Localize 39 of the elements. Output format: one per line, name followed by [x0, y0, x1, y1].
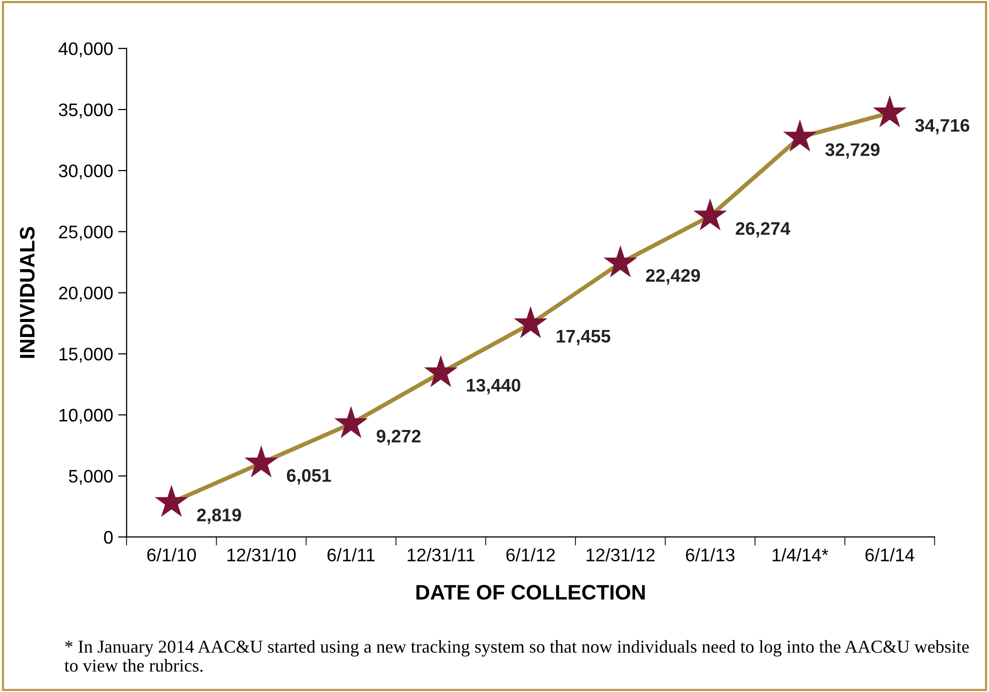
data-label: 32,729	[825, 143, 880, 159]
point	[424, 355, 458, 388]
data-label: 9,272	[376, 430, 420, 446]
point	[244, 445, 278, 478]
y-tick-label: 40,000	[58, 42, 113, 58]
x-axis-title: DATE OF COLLECTION	[416, 584, 645, 600]
y-tick-label: 25,000	[59, 226, 113, 240]
x-tick-label: 1/4/14*	[772, 548, 828, 562]
y-tick-label: 15,000	[60, 348, 113, 363]
y-tick-label: 0	[104, 530, 113, 544]
point	[604, 245, 638, 278]
x-tick-label: 6/1/12	[506, 548, 555, 562]
point	[693, 198, 727, 230]
data-label: 6,051	[286, 469, 331, 485]
text: * In January 2014 AAC&U started using a new tracking system so that now individuals need to log into the AAC&U website to view the rubrics.	[64, 640, 969, 672]
point	[514, 306, 548, 338]
x-tick-label: 12/31/11	[408, 548, 474, 562]
x-tick-label: 6/1/10	[147, 548, 196, 562]
y-tick-label: 10,000	[60, 408, 113, 424]
y-tick-label: 20,000	[59, 286, 113, 302]
data-label: 34,716	[915, 119, 970, 134]
point	[872, 95, 907, 128]
x-tick-label: 6/1/11	[328, 548, 375, 562]
x-tick-label: 6/1/13	[686, 548, 734, 562]
y-tick-label: 30,000	[58, 164, 113, 180]
x-tick-label: 6/1/14	[866, 548, 914, 562]
y-tick-label: 5,000	[68, 470, 113, 485]
y-tick-label: 35,000	[58, 103, 113, 118]
y-axis-title: INDIVIDUALS	[20, 226, 35, 358]
point	[154, 484, 188, 517]
data-label: 13,440	[466, 378, 520, 394]
data-label: 17,455	[556, 330, 610, 346]
data-label: 2,819	[197, 508, 241, 524]
point	[783, 120, 817, 152]
point	[334, 406, 368, 438]
x-tick-label: 12/31/10	[228, 548, 296, 562]
x-tick-label: 12/31/12	[586, 548, 655, 562]
data-label: 26,274	[736, 222, 790, 238]
data-label: 22,429	[646, 269, 700, 284]
